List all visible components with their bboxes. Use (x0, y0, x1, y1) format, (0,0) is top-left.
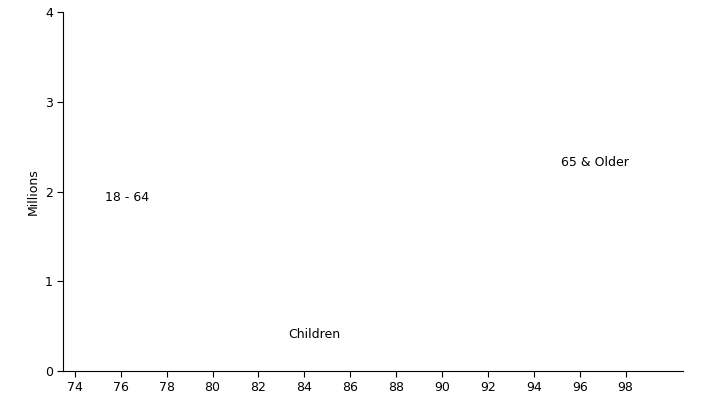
Text: 18 - 64: 18 - 64 (105, 191, 149, 204)
Text: 65 & Older: 65 & Older (561, 157, 629, 169)
Y-axis label: Millions: Millions (26, 168, 39, 215)
Text: Children: Children (288, 328, 340, 342)
